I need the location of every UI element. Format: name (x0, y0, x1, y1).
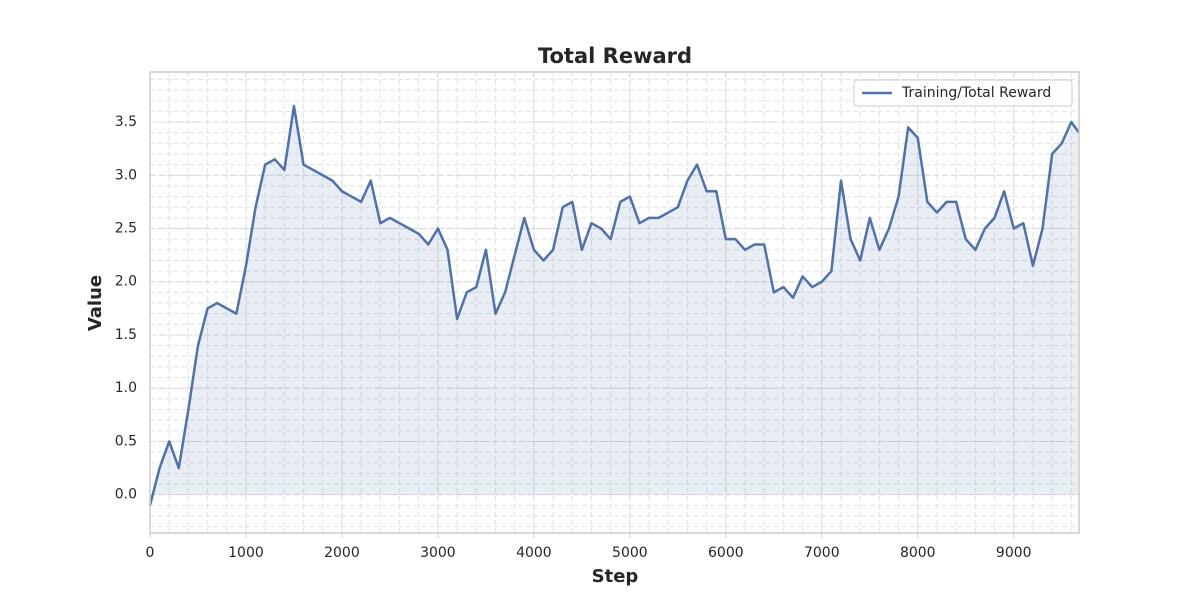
y-tick-label: 2.0 (115, 274, 137, 290)
y-tick-label: 0.5 (115, 433, 137, 449)
x-tick-label: 0 (146, 545, 155, 561)
legend-frame (853, 79, 1073, 107)
x-tick-label: 2000 (324, 545, 360, 561)
legend: Training/Total Reward (853, 79, 1073, 107)
y-tick-label: 3.0 (115, 167, 137, 183)
x-tick-label: 1000 (228, 545, 264, 561)
plot-frame (149, 71, 1080, 534)
x-tick-label: 9000 (996, 545, 1032, 561)
x-tick-label: 7000 (804, 545, 840, 561)
x-tick-label: 6000 (708, 545, 744, 561)
y-tick-label: 1.0 (115, 380, 137, 396)
x-tick-label: 3000 (420, 545, 456, 561)
y-tick-label: 3.5 (115, 114, 137, 130)
y-axis-label: Value (85, 275, 106, 331)
chart-title: Total Reward (538, 44, 692, 68)
y-tick-label: 2.5 (115, 221, 137, 237)
area-fill (150, 106, 1079, 506)
y-tick-label: 1.5 (115, 327, 137, 343)
line (148, 104, 1081, 506)
plot-background (150, 72, 1079, 533)
x-axis-label: Step (592, 566, 639, 587)
x-tick-label: 4000 (516, 545, 552, 561)
x-tick-label: 8000 (900, 545, 936, 561)
y-tick-label: 0.0 (115, 487, 137, 503)
x-tick-label: 5000 (612, 545, 648, 561)
legend-label: Training/Total Reward (901, 85, 1051, 101)
